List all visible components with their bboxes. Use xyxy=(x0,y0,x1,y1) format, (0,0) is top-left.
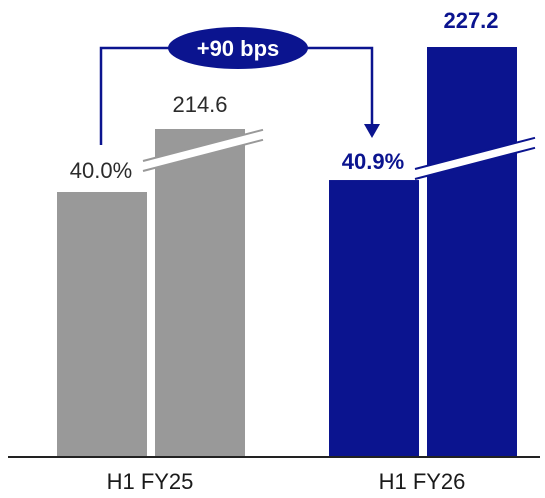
bar-h1fy25-margin xyxy=(57,192,147,457)
annotation-badge xyxy=(168,27,308,69)
axis-break-band-h1fy26 xyxy=(415,137,535,179)
bar-h1fy25-value xyxy=(155,129,245,457)
axis-break-line-h1fy25-2 xyxy=(142,138,264,172)
bars-layer xyxy=(57,47,517,457)
data-label-h1fy26-margin: 40.9% xyxy=(342,149,404,174)
annotation-arrowhead xyxy=(364,124,380,138)
axis-break-line-h1fy26-2 xyxy=(414,146,536,180)
axis-break-line-h1fy25-1 xyxy=(142,128,264,162)
axis-break-line-h1fy26-1 xyxy=(414,136,536,170)
x-tick-label-h1fy25: H1 FY25 xyxy=(107,469,194,494)
annotation-label: +90 bps xyxy=(197,36,280,61)
axis-break-band-h1fy25 xyxy=(143,129,263,171)
bar-h1fy26-value xyxy=(427,47,517,457)
axis-breaks xyxy=(142,128,536,180)
data-label-h1fy26-value: 227.2 xyxy=(443,8,498,33)
data-label-h1fy25-value: 214.6 xyxy=(172,92,227,117)
data-label-h1fy25-margin: 40.0% xyxy=(70,158,132,183)
x-tick-label-h1fy26: H1 FY26 xyxy=(379,469,466,494)
bar-h1fy26-margin xyxy=(329,180,419,457)
